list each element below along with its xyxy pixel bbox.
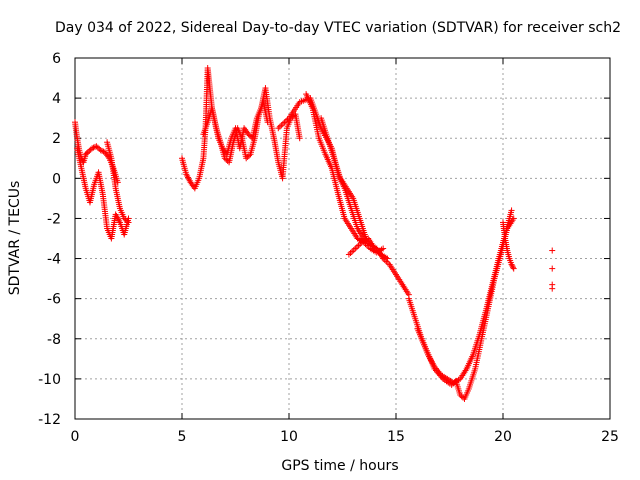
data-point [243,155,250,162]
y-tick-label: 6 [52,51,61,67]
data-points [72,65,556,402]
data-point [549,247,556,254]
data-point [510,265,517,272]
data-point [509,262,516,269]
y-tick-label: -2 [47,211,61,227]
data-point [508,207,515,214]
data-point [278,122,285,129]
plot-frame [74,57,611,420]
y-tick-label: -8 [47,332,61,348]
x-axis-label: GPS time / hours [281,458,398,474]
x-tick-label: 10 [280,429,298,445]
data-point [549,265,556,272]
data-point [384,255,391,262]
x-tick-label: 25 [601,429,619,445]
data-point [549,285,556,292]
data-point [244,153,251,160]
data-point [448,381,455,388]
data-point [510,215,517,222]
data-point [245,131,252,138]
data-point [124,218,131,225]
data-point [122,216,129,223]
data-point [380,245,387,252]
data-point [296,135,303,142]
data-point [457,391,464,398]
y-tick-label: -12 [38,412,61,428]
data-point [246,132,253,139]
y-tick-label: -4 [47,252,61,268]
data-point [509,264,516,271]
data-point [125,219,132,226]
data-point [89,145,96,152]
data-point [93,143,100,150]
y-tick-label: -10 [38,372,61,388]
data-point [84,149,91,156]
data-point [450,380,457,387]
y-axis-label: SDTVAR / TECUs [7,181,23,296]
data-point [276,123,283,130]
data-point [264,119,271,126]
x-tick-label: 15 [387,429,405,445]
y-tick-label: 2 [52,131,61,147]
data-point [86,147,93,154]
data-point [223,156,230,163]
y-tick-label: 4 [52,91,61,107]
chart-title: Day 034 of 2022, Sidereal Day-to-day VTE… [55,20,621,36]
data-point [94,144,101,151]
data-point [275,125,282,132]
axis-ticks [74,57,611,420]
grid-lines [75,58,610,419]
x-tick-labels: 0 5 10 15 20 25 [71,429,619,445]
data-point [221,155,228,162]
data-point [121,215,128,222]
x-tick-label: 20 [494,429,512,445]
data-point [99,147,106,154]
x-tick-label: 0 [71,429,80,445]
data-point [458,393,465,400]
y-tick-label: -6 [47,292,61,308]
y-tick-labels: -12 -10 -8 -6 -4 -2 0 2 4 6 [38,51,61,428]
data-point [508,261,515,268]
x-tick-label: 5 [178,429,187,445]
y-tick-label: 0 [52,171,61,187]
data-point [91,143,98,150]
data-point [97,147,104,154]
data-point [282,118,289,125]
data-point [246,152,253,159]
